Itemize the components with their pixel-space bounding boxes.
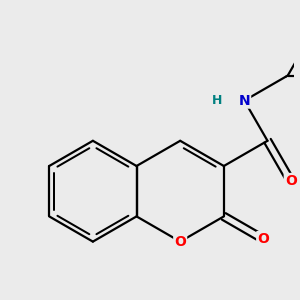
Text: N: N bbox=[238, 94, 250, 108]
Text: O: O bbox=[285, 174, 297, 188]
Text: O: O bbox=[174, 235, 186, 249]
Text: H: H bbox=[212, 94, 222, 107]
Text: O: O bbox=[257, 232, 269, 246]
